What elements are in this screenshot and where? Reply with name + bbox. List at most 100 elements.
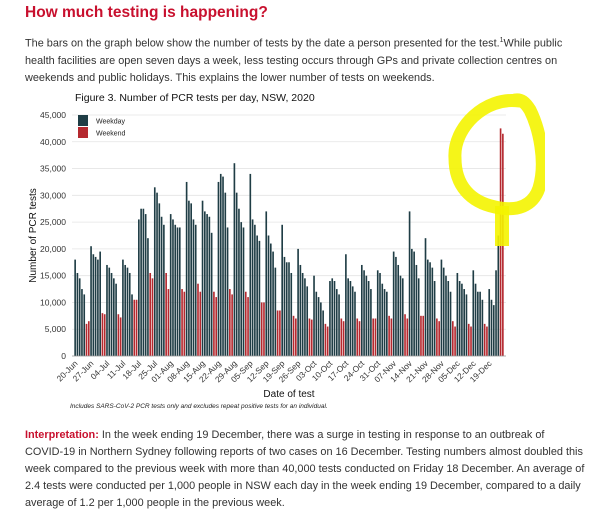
weekday-bar <box>251 219 254 356</box>
weekday-bar <box>354 291 356 356</box>
intro-text-2: While public health facilities are open … <box>25 37 563 84</box>
weekday-bar <box>249 173 252 356</box>
weekday-bar <box>317 297 320 356</box>
section-heading: How much testing is happening? <box>25 4 268 21</box>
weekday-bar <box>335 289 338 356</box>
weekend-bar <box>103 314 106 356</box>
weekend-bar <box>229 289 231 356</box>
weekend-bar <box>340 318 343 356</box>
weekday-bar <box>397 264 400 356</box>
weekday-bar <box>240 222 243 356</box>
weekend-bar <box>197 283 199 356</box>
weekend-bar <box>470 326 472 356</box>
weekday-bar <box>333 281 336 356</box>
weekday-bar <box>392 251 395 356</box>
weekday-bar <box>222 176 224 356</box>
weekend-bar <box>372 318 374 356</box>
weekend-bar <box>135 299 138 356</box>
weekday-bar <box>463 289 466 356</box>
weekday-bar <box>440 259 443 356</box>
weekday-bar <box>415 264 418 356</box>
weekday-bar <box>192 219 195 356</box>
y-tick-label: 30,000 <box>40 190 66 200</box>
weekday-bar <box>258 240 261 356</box>
weekend-bar <box>199 291 202 356</box>
weekday-bar <box>74 259 76 356</box>
weekday-bar <box>156 192 158 356</box>
weekend-bar <box>133 299 136 356</box>
weekday-bar <box>158 203 161 356</box>
weekday-bar <box>160 216 163 356</box>
weekday-bar <box>108 267 111 356</box>
weekday-bar <box>272 251 274 356</box>
weekday-bar <box>376 270 379 356</box>
y-tick-label: 25,000 <box>40 217 66 227</box>
weekday-bar <box>281 224 283 356</box>
weekday-bar <box>479 291 481 356</box>
weekend-bar <box>436 318 438 356</box>
weekend-bar <box>183 291 186 356</box>
weekday-bar <box>363 270 365 356</box>
weekend-bar <box>308 318 311 356</box>
weekday-bar <box>233 163 236 356</box>
weekday-bar <box>360 264 363 356</box>
weekday-bar <box>320 302 322 356</box>
weekend-bar <box>292 315 295 356</box>
chart-container: Figure 3. Number of PCR tests per day, N… <box>25 88 549 418</box>
weekday-bar <box>128 272 131 356</box>
weekend-bar <box>438 321 440 356</box>
weekend-bar <box>422 315 425 356</box>
interpretation-paragraph: Interpretation: In the week ending 19 De… <box>25 427 585 512</box>
highlight-circle <box>448 93 549 216</box>
weekday-bar <box>492 305 495 356</box>
weekend-bar <box>260 302 263 356</box>
weekday-bar <box>81 289 83 356</box>
weekend-bar <box>244 291 247 356</box>
weekday-bar <box>269 243 272 356</box>
weekend-bar <box>247 297 249 356</box>
weekday-bar <box>274 267 277 356</box>
weekday-bar <box>92 254 95 356</box>
weekend-bar <box>451 321 454 356</box>
legend-label-weekday: Weekday <box>96 119 126 126</box>
weekend-bar <box>101 313 104 356</box>
weekday-bar <box>379 272 381 356</box>
weekend-bar <box>324 323 327 356</box>
weekday-bar <box>206 214 208 356</box>
weekday-bar <box>219 173 222 356</box>
weekday-bar <box>449 291 452 356</box>
weekday-bar <box>417 278 420 356</box>
weekday-bar <box>267 235 270 356</box>
weekend-bar <box>151 278 154 356</box>
weekday-bar <box>315 291 318 356</box>
weekday-bar <box>76 272 79 356</box>
weekday-bar <box>401 278 404 356</box>
footnote-marker: 1 <box>499 37 504 44</box>
chart-title: Figure 3. Number of PCR tests per day, N… <box>75 92 315 104</box>
weekend-bar <box>231 294 233 356</box>
weekday-bar <box>138 219 140 356</box>
weekday-bar <box>242 227 245 356</box>
weekday-bar <box>190 203 192 356</box>
weekend-bar <box>454 326 456 356</box>
weekday-bar <box>474 283 477 356</box>
weekday-bar <box>288 262 290 356</box>
weekday-bar <box>299 264 302 356</box>
y-axis-title: Number of PCR tests <box>28 188 39 282</box>
weekday-bar <box>447 281 450 356</box>
intro-paragraph: The bars on the graph below show the num… <box>25 32 580 87</box>
weekday-bar <box>408 211 411 356</box>
weekday-bar <box>297 248 299 356</box>
weekday-bar <box>301 272 304 356</box>
y-tick-label: 10,000 <box>40 297 66 307</box>
weekend-bar <box>358 321 361 356</box>
weekday-bar <box>304 278 306 356</box>
weekday-bar <box>176 227 179 356</box>
highlight-tail <box>495 206 509 246</box>
weekend-bar <box>388 315 390 356</box>
weekend-bar <box>356 318 359 356</box>
weekend-bar <box>404 314 406 356</box>
intro-text: The bars on the graph below show the num… <box>25 37 500 50</box>
weekday-bar <box>83 294 86 356</box>
weekday-bar <box>426 259 429 356</box>
